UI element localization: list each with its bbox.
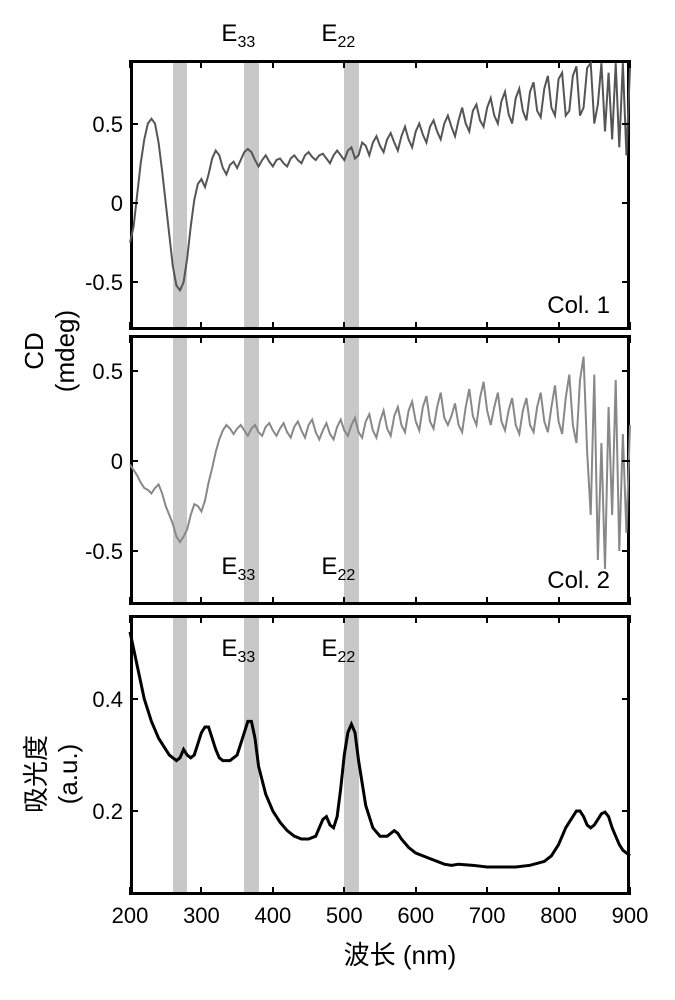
- xtick-label: 300: [176, 903, 226, 929]
- xtick-label: 800: [534, 903, 584, 929]
- panel2: Col. 2 E33 E22: [130, 335, 630, 605]
- xtick-label: 200: [105, 903, 155, 929]
- panel2-label: Col. 2: [547, 567, 610, 595]
- top-label-e22: E22: [321, 20, 355, 52]
- xtick-label: 400: [248, 903, 298, 929]
- panel2-ann-e22: E22: [321, 553, 355, 585]
- ytick-label: 0.5: [63, 359, 123, 385]
- figure-root: E33 E22 CD (mdeg) 吸光度 (a.u.) 波长 (nm) Col…: [0, 0, 675, 1000]
- panel3-ann-e22: E22: [321, 635, 355, 667]
- xtick-label: 900: [605, 903, 655, 929]
- top-label-e33: E33: [221, 20, 255, 52]
- ytick-label: 0.4: [63, 687, 123, 713]
- panel2-trace: [130, 335, 630, 605]
- xtick-label: 700: [462, 903, 512, 929]
- xtick-label: 500: [319, 903, 369, 929]
- panel3-ann-e33: E33: [221, 635, 255, 667]
- panel1-label: Col. 1: [547, 292, 610, 320]
- ytick-label: -0.5: [63, 270, 123, 296]
- panel1-trace: [130, 60, 630, 330]
- ytick-label: -0.5: [63, 539, 123, 565]
- ytick-label: 0.2: [63, 799, 123, 825]
- xlabel: 波长 (nm): [300, 935, 500, 972]
- panel1: Col. 1: [130, 60, 630, 330]
- ytick-label: 0: [63, 191, 123, 217]
- ylabel-cd: CD (mdeg): [19, 291, 81, 411]
- xtick-label: 600: [391, 903, 441, 929]
- panel2-ann-e33: E33: [221, 553, 255, 585]
- ytick-label: 0.5: [63, 112, 123, 138]
- panel3: E33 E22: [130, 615, 630, 895]
- panel3-trace: [130, 615, 630, 895]
- ytick-label: 0: [63, 449, 123, 475]
